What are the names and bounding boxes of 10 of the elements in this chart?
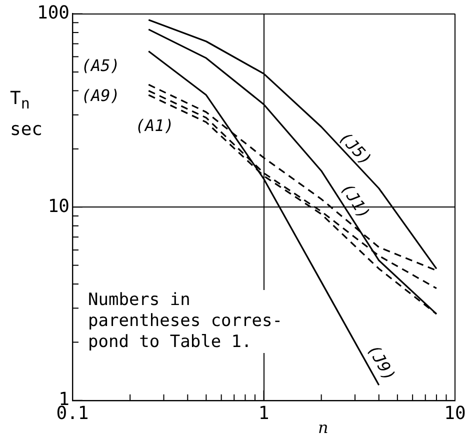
annotation: Numbers in parentheses corres- pond to Table 1. (88, 290, 282, 353)
x-tick-label: 10 (444, 402, 466, 424)
x-tick-label: 1 (258, 402, 270, 424)
y-axis-title: T$_{n}$ sec (10, 86, 43, 143)
series-label: (A1) (135, 116, 174, 136)
y-tick-label: 10 (48, 196, 70, 217)
series-label: (A9) (81, 86, 120, 105)
y-tick-label: 100 (36, 2, 70, 24)
x-axis-title: n (318, 418, 328, 437)
series-label: (A5) (81, 56, 120, 75)
